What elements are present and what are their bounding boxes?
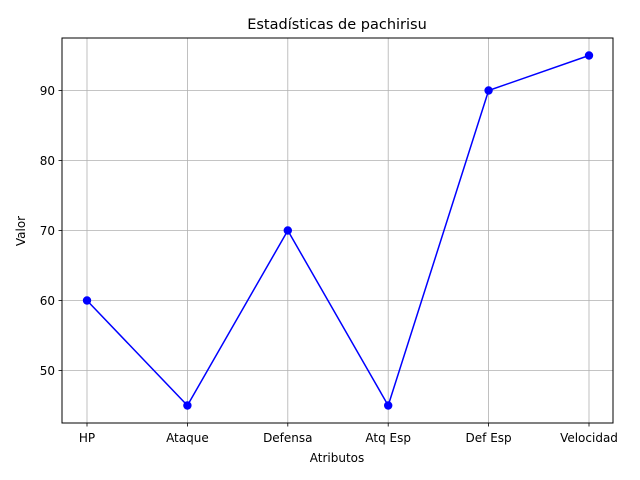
y-tick-label: 80 <box>40 154 55 168</box>
data-point <box>183 401 192 410</box>
x-tick-label: Atq Esp <box>365 431 411 445</box>
series-line <box>86 54 590 407</box>
y-tick-label: 50 <box>40 364 55 378</box>
x-tick-label: HP <box>79 431 95 445</box>
y-tick-label: 60 <box>40 294 55 308</box>
x-axis: HP Ataque Defensa Atq Esp Def Esp Velocidad <box>79 423 618 445</box>
data-point <box>82 296 92 305</box>
x-axis-label: Atributos <box>310 451 365 465</box>
data-point <box>283 226 292 235</box>
x-tick-label: Def Esp <box>466 431 512 445</box>
x-tick-label: Ataque <box>166 431 209 445</box>
y-axis: 50 60 70 80 90 <box>40 84 62 378</box>
y-tick-label: 90 <box>40 84 55 98</box>
y-axis-label: Valor <box>14 216 28 246</box>
series-layer <box>82 51 594 410</box>
x-tick-label: Defensa <box>263 431 312 445</box>
chart-title: Estadísticas de pachirisu <box>247 17 427 33</box>
data-point <box>584 51 594 60</box>
x-tick-label: Velocidad <box>560 431 618 445</box>
y-tick-label: 70 <box>40 224 55 238</box>
data-point <box>484 86 493 95</box>
data-point <box>384 401 393 410</box>
